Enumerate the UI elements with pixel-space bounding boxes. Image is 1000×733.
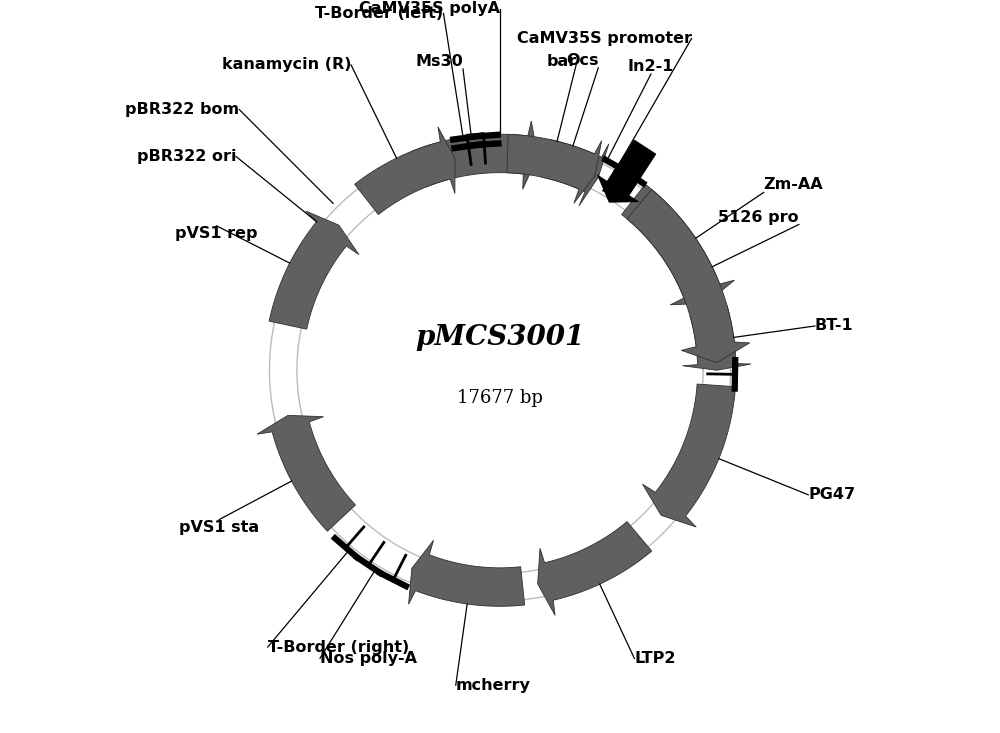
Text: pVS1 sta: pVS1 sta [179, 520, 259, 534]
Text: mcherry: mcherry [456, 677, 531, 693]
Polygon shape [507, 134, 602, 203]
Polygon shape [682, 305, 751, 370]
Polygon shape [597, 140, 656, 202]
Text: Ocs: Ocs [566, 53, 598, 68]
Text: bar: bar [547, 54, 577, 69]
Polygon shape [538, 522, 652, 615]
Text: T-Border (right): T-Border (right) [268, 640, 409, 655]
Polygon shape [627, 189, 750, 363]
Text: LTP2: LTP2 [634, 651, 676, 666]
Text: pVS1 rep: pVS1 rep [175, 226, 258, 241]
Polygon shape [355, 127, 455, 215]
Text: CaMV35S polyA: CaMV35S polyA [359, 1, 500, 16]
Text: pBR322 bom: pBR322 bom [125, 102, 239, 117]
Polygon shape [409, 540, 525, 606]
Text: pMCS3001: pMCS3001 [415, 324, 585, 351]
Polygon shape [269, 211, 359, 329]
Text: In2-1: In2-1 [628, 59, 674, 74]
Polygon shape [622, 184, 734, 305]
Text: Nos poly-A: Nos poly-A [320, 651, 417, 666]
Text: T-Border (left): T-Border (left) [315, 6, 443, 21]
Text: PG47: PG47 [808, 487, 855, 502]
Text: BT-1: BT-1 [815, 319, 854, 334]
Text: kanamycin (R): kanamycin (R) [222, 57, 351, 73]
Polygon shape [643, 384, 735, 527]
Polygon shape [541, 139, 609, 206]
Text: 17677 bp: 17677 bp [457, 388, 543, 407]
Polygon shape [412, 121, 538, 189]
Text: pBR322 ori: pBR322 ori [137, 149, 236, 164]
Text: 5126 pro: 5126 pro [718, 210, 799, 224]
Text: CaMV35S promoter: CaMV35S promoter [517, 31, 692, 46]
Text: Ms30: Ms30 [415, 54, 463, 69]
Text: Zm-AA: Zm-AA [764, 177, 823, 193]
Polygon shape [257, 416, 355, 531]
